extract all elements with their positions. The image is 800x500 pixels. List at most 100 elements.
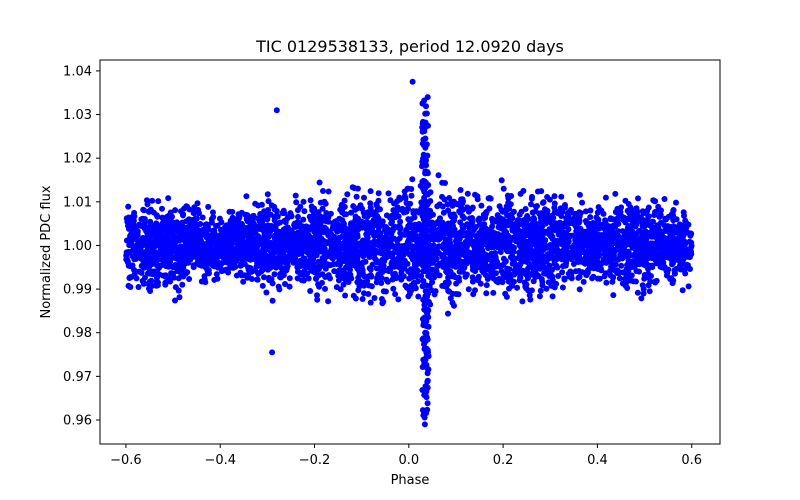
data-point [210, 227, 216, 234]
data-point [424, 306, 430, 313]
data-point [292, 241, 299, 248]
data-point [172, 207, 179, 214]
data-point [213, 271, 220, 278]
data-point [364, 213, 371, 220]
data-point [154, 262, 161, 269]
data-point [558, 193, 565, 200]
data-point [604, 223, 611, 230]
data-point [240, 278, 247, 285]
data-point [425, 272, 432, 279]
data-point [551, 200, 558, 207]
data-point [408, 216, 415, 223]
data-point [370, 217, 377, 223]
data-point [401, 193, 408, 200]
data-point [352, 255, 359, 262]
data-point [679, 287, 686, 294]
data-point [445, 287, 452, 294]
data-point [292, 192, 299, 199]
data-point [569, 244, 576, 251]
data-point [258, 216, 265, 222]
data-point [536, 293, 543, 300]
data-point [480, 269, 487, 276]
data-point [133, 236, 140, 243]
data-point [598, 267, 605, 274]
data-point [310, 221, 316, 228]
data-point [431, 291, 438, 298]
data-point [603, 237, 610, 244]
data-point [664, 254, 671, 261]
data-point [301, 239, 308, 246]
data-point [368, 273, 375, 280]
y-tick-label: 0.97 [63, 370, 92, 385]
data-point [607, 267, 614, 274]
data-point [548, 252, 555, 258]
data-point [616, 275, 623, 282]
data-point-outlier [409, 78, 416, 85]
data-point [142, 219, 148, 226]
data-point [265, 233, 272, 240]
data-point [579, 238, 586, 245]
data-point [442, 279, 449, 286]
data-point [447, 295, 454, 302]
data-point [198, 246, 205, 253]
data-point [437, 231, 444, 238]
x-tick-label: −0.2 [299, 453, 331, 468]
data-point [145, 208, 152, 215]
data-point [649, 250, 656, 257]
data-point [633, 221, 640, 227]
data-point [457, 187, 464, 193]
data-point [441, 196, 448, 203]
plot-frame [99, 59, 721, 445]
data-point [285, 254, 292, 261]
data-point [526, 292, 533, 299]
data-point [681, 212, 687, 219]
data-point [391, 263, 398, 270]
data-point [179, 219, 186, 226]
data-point [277, 219, 284, 226]
data-point [579, 199, 586, 206]
data-point [149, 282, 156, 289]
data-point [186, 276, 193, 282]
data-point [587, 255, 593, 261]
data-point [510, 208, 517, 215]
data-point [449, 290, 456, 297]
data-point [159, 214, 166, 221]
data-point [539, 279, 546, 285]
data-point [666, 223, 673, 230]
data-point [519, 298, 526, 305]
data-point [682, 270, 689, 277]
data-point [455, 291, 462, 298]
data-point [164, 215, 171, 222]
data-point [537, 287, 544, 294]
data-point [529, 193, 535, 200]
data-point [318, 242, 325, 249]
data-point [563, 260, 570, 267]
data-point [360, 259, 367, 266]
data-point [300, 277, 307, 284]
data-point [685, 283, 692, 290]
data-point [265, 198, 272, 205]
data-point [150, 231, 157, 238]
data-point [639, 282, 646, 289]
data-point [421, 301, 428, 308]
data-point [401, 258, 408, 265]
data-point [286, 283, 293, 290]
data-point [604, 229, 611, 236]
data-point [425, 200, 432, 207]
data-point [610, 252, 617, 259]
data-point [423, 162, 430, 169]
data-point [649, 262, 656, 269]
data-point [278, 243, 285, 250]
data-point [381, 254, 388, 261]
data-point [322, 252, 329, 259]
data-point [423, 282, 430, 289]
data-point [195, 256, 202, 263]
data-point [586, 265, 593, 272]
data-point [450, 211, 457, 218]
data-point [516, 253, 523, 260]
data-point [408, 192, 415, 199]
data-point [418, 273, 425, 280]
data-point [509, 282, 516, 289]
data-point [168, 270, 175, 277]
data-point [559, 208, 566, 215]
